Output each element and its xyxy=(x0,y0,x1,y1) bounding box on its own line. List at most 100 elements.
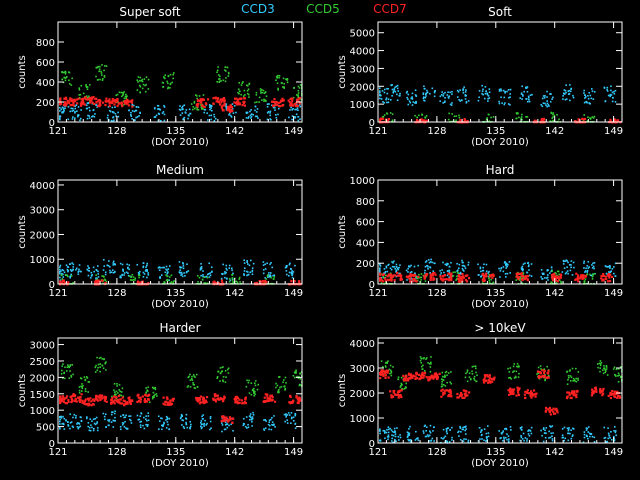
data-point xyxy=(541,434,543,437)
data-point xyxy=(95,274,97,276)
data-point xyxy=(445,428,448,430)
data-point xyxy=(144,90,147,93)
data-point xyxy=(264,263,267,266)
data-point xyxy=(425,358,427,360)
data-point xyxy=(298,397,302,400)
data-point xyxy=(566,371,568,373)
data-point xyxy=(468,277,471,280)
data-point xyxy=(379,117,383,120)
data-point xyxy=(113,399,117,402)
data-point xyxy=(97,366,99,369)
data-point xyxy=(267,423,270,426)
data-point xyxy=(396,87,399,90)
data-point xyxy=(510,390,514,394)
data-point xyxy=(164,400,167,403)
data-point xyxy=(526,389,529,392)
data-point xyxy=(395,275,398,278)
data-point xyxy=(283,413,286,416)
data-point xyxy=(182,262,184,264)
data-point xyxy=(298,383,301,386)
data-point xyxy=(506,433,508,435)
data-point xyxy=(65,264,68,267)
data-point xyxy=(383,371,387,374)
data-point xyxy=(76,102,79,105)
data-point xyxy=(295,104,298,108)
data-point xyxy=(60,415,62,418)
data-point xyxy=(442,95,445,97)
data-point xyxy=(283,379,285,381)
data-point xyxy=(414,102,416,104)
data-point xyxy=(526,116,529,118)
data-point xyxy=(276,82,279,84)
data-point xyxy=(406,90,409,93)
data-point xyxy=(265,278,268,280)
data-point xyxy=(211,109,213,112)
data-point xyxy=(572,428,575,430)
data-point xyxy=(98,70,100,73)
data-point xyxy=(210,118,212,121)
series-ccd3 xyxy=(379,258,617,281)
data-point xyxy=(400,395,403,399)
data-point xyxy=(75,400,78,403)
data-point xyxy=(465,100,468,103)
data-point xyxy=(69,427,71,430)
data-point xyxy=(612,368,615,370)
data-point xyxy=(108,109,111,112)
data-point xyxy=(108,260,110,262)
data-point xyxy=(166,421,169,423)
data-point xyxy=(165,265,168,268)
data-point xyxy=(448,112,451,115)
data-point xyxy=(191,375,193,378)
data-point xyxy=(414,377,417,380)
data-point xyxy=(409,425,411,428)
data-point xyxy=(208,114,211,117)
data-point xyxy=(63,76,65,79)
data-point xyxy=(572,94,574,97)
data-point xyxy=(480,434,483,437)
data-point xyxy=(157,415,160,418)
data-point xyxy=(571,434,574,436)
data-point xyxy=(67,400,70,403)
data-point xyxy=(482,266,485,269)
data-point xyxy=(426,357,428,359)
data-point xyxy=(72,102,75,105)
data-point xyxy=(296,99,299,103)
data-point xyxy=(464,429,466,432)
data-point xyxy=(542,272,545,275)
data-point xyxy=(96,422,98,425)
data-point xyxy=(483,428,486,430)
data-point xyxy=(566,383,569,385)
data-point xyxy=(509,88,512,91)
data-point xyxy=(269,114,272,117)
data-point xyxy=(222,415,225,418)
data-point xyxy=(465,94,468,97)
data-point xyxy=(414,89,417,92)
data-point xyxy=(254,101,256,104)
data-point xyxy=(146,270,148,272)
data-point xyxy=(571,367,574,370)
data-point xyxy=(450,371,452,373)
data-point xyxy=(179,417,182,420)
data-point xyxy=(588,91,591,94)
data-point xyxy=(395,270,398,272)
data-point xyxy=(387,431,390,434)
data-point xyxy=(382,429,385,432)
data-point xyxy=(101,77,104,80)
data-point xyxy=(297,97,300,100)
data-point xyxy=(110,271,113,273)
data-point xyxy=(267,110,270,113)
data-point xyxy=(96,106,99,108)
data-point xyxy=(440,272,442,274)
data-point xyxy=(196,105,199,108)
data-point xyxy=(424,265,427,268)
data-point xyxy=(65,402,68,405)
data-point xyxy=(488,380,491,384)
data-point xyxy=(379,270,381,272)
data-point xyxy=(415,438,418,440)
data-point xyxy=(530,263,533,265)
data-point xyxy=(226,109,229,112)
data-point xyxy=(201,108,203,110)
data-point xyxy=(424,117,427,119)
data-point xyxy=(242,81,244,83)
data-point xyxy=(548,430,550,433)
